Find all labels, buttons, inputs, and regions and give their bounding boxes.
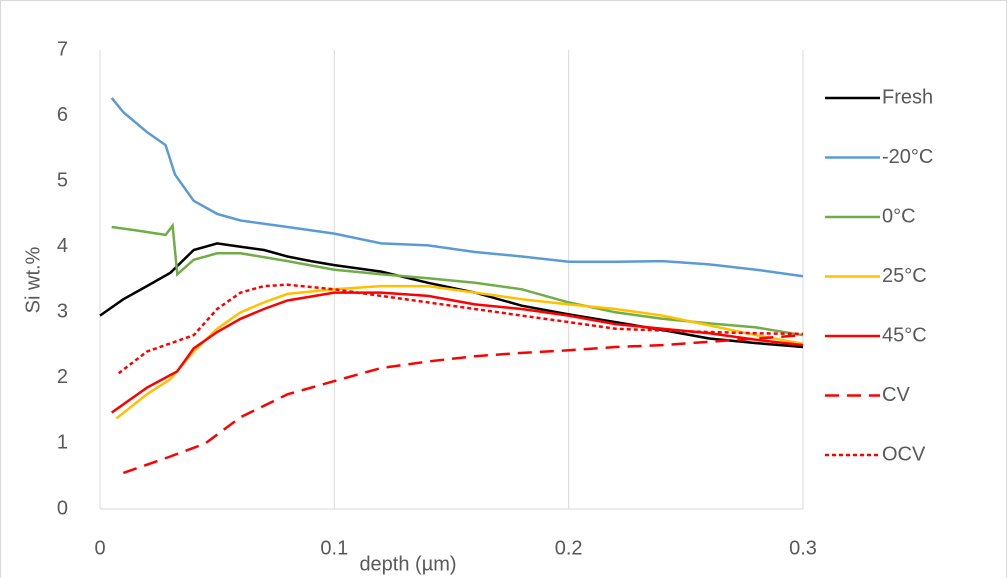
- series-line: [117, 283, 804, 375]
- legend-label: OCV: [882, 443, 926, 465]
- y-tick-label: 4: [57, 235, 68, 257]
- y-axis-label: Si wt.%: [22, 246, 44, 313]
- legend-label: Fresh: [882, 86, 933, 108]
- x-tick-label: 0.2: [555, 537, 583, 559]
- x-tick-label: 0.1: [320, 537, 348, 559]
- x-tick-label: 0: [94, 537, 105, 559]
- legend-label: -20°C: [882, 146, 933, 168]
- y-tick-label: 6: [57, 104, 68, 126]
- x-tick-label: 0.3: [789, 537, 817, 559]
- y-tick-label: 1: [57, 432, 68, 454]
- series-line: [110, 291, 804, 414]
- y-tick-label: 0: [57, 497, 68, 519]
- y-tick-label: 3: [57, 301, 68, 323]
- series-line: [111, 222, 804, 337]
- y-tick-label: 7: [57, 38, 68, 60]
- x-axis-label: depth (µm): [359, 553, 456, 575]
- legend-label: 25°C: [882, 265, 927, 287]
- legend-label: 0°C: [882, 205, 916, 227]
- series-line: [115, 284, 804, 420]
- series-line: [110, 97, 804, 278]
- legend-label: 45°C: [882, 324, 927, 346]
- legend-label: CV: [882, 384, 910, 406]
- y-tick-label: 2: [57, 366, 68, 388]
- y-tick-label: 5: [57, 169, 68, 191]
